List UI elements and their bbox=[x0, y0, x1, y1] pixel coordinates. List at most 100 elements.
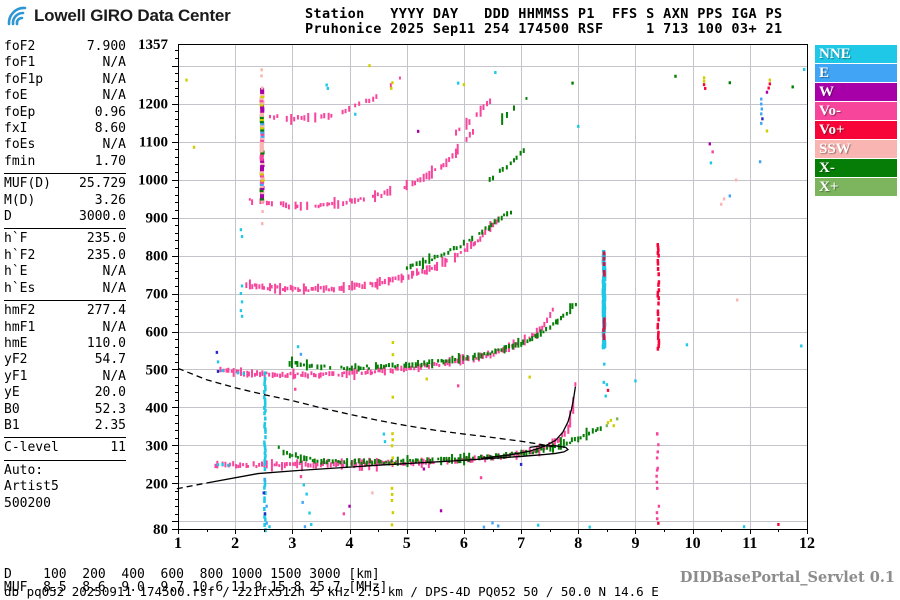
param-row: hmF1 N/A bbox=[4, 320, 126, 336]
param-label: MUF(D) bbox=[4, 176, 51, 192]
param-row: foF1p N/A bbox=[4, 72, 126, 88]
param-label: B1 bbox=[4, 417, 20, 433]
param-row: h`E N/A bbox=[4, 264, 126, 280]
auto-scaler-line: Artist5 bbox=[4, 479, 59, 495]
param-label: D bbox=[4, 209, 12, 225]
param-value: 54.7 bbox=[94, 352, 126, 368]
param-value: 277.4 bbox=[86, 303, 126, 319]
param-value: N/A bbox=[102, 55, 126, 71]
param-value: 2.35 bbox=[94, 417, 126, 433]
param-label: h`E bbox=[4, 264, 28, 280]
param-value: 1.70 bbox=[94, 153, 126, 169]
param-row: D 3000.0 bbox=[4, 209, 126, 225]
param-label: hmF1 bbox=[4, 319, 36, 335]
param-row: h`F2 235.0 bbox=[4, 248, 126, 264]
param-value: N/A bbox=[102, 319, 126, 335]
param-label: C-level bbox=[4, 440, 59, 456]
echo-legend: NNE E W Vo- Vo+ SSW X- X+ bbox=[815, 45, 897, 197]
param-label: yF2 bbox=[4, 352, 28, 368]
panel-divider bbox=[4, 300, 126, 302]
param-row: fxI 8.60 bbox=[4, 121, 126, 137]
param-value: N/A bbox=[102, 368, 126, 384]
param-row: foEs N/A bbox=[4, 137, 126, 153]
legend-item-E: E bbox=[815, 64, 897, 82]
param-label: M(D) bbox=[4, 192, 36, 208]
param-value: N/A bbox=[102, 137, 126, 153]
param-label: fmin bbox=[4, 153, 36, 169]
station-header-columns: Station YYYY DAY DDD HHMMSS P1 FFS S AXN… bbox=[305, 6, 783, 22]
param-row: MUF(D) 25.729 bbox=[4, 176, 126, 192]
param-value: 20.0 bbox=[94, 385, 126, 401]
param-value: 25.729 bbox=[79, 176, 126, 192]
param-label: foEp bbox=[4, 104, 36, 120]
param-row: yF2 54.7 bbox=[4, 352, 126, 368]
param-value: 235.0 bbox=[86, 231, 126, 247]
param-label: foE bbox=[4, 88, 28, 104]
ionogram-plot bbox=[128, 30, 818, 560]
param-label: hmE bbox=[4, 335, 28, 351]
param-row: foEp 0.96 bbox=[4, 105, 126, 121]
param-label: fxI bbox=[4, 121, 28, 137]
param-value: N/A bbox=[102, 88, 126, 104]
brand-title: Lowell GIRO Data Center bbox=[34, 6, 231, 25]
auto-scaler-line: 500200 bbox=[4, 495, 51, 511]
param-row: foF1 N/A bbox=[4, 55, 126, 71]
legend-item-X+: X+ bbox=[815, 178, 897, 196]
param-label: h`F2 bbox=[4, 247, 36, 263]
param-row: foF2 7.900 bbox=[4, 39, 126, 55]
station-header: Station YYYY DAY DDD HHMMSS P1 FFS S AXN… bbox=[305, 7, 783, 37]
panel-divider bbox=[4, 459, 126, 461]
param-row: fmin 1.70 bbox=[4, 154, 126, 170]
param-value: 52.3 bbox=[94, 401, 126, 417]
panel-divider bbox=[4, 173, 126, 175]
auto-scaler-line: Auto: bbox=[4, 462, 44, 478]
param-row: B0 52.3 bbox=[4, 402, 126, 418]
legend-item-Vo-: Vo- bbox=[815, 102, 897, 120]
param-label: foEs bbox=[4, 137, 36, 153]
param-label: yF1 bbox=[4, 368, 28, 384]
param-row: h`Es N/A bbox=[4, 281, 126, 297]
param-value: 7.900 bbox=[86, 39, 126, 54]
legend-item-X-: X- bbox=[815, 159, 897, 177]
distance-row: D 100 200 400 600 800 1000 1500 3000 [km… bbox=[4, 567, 380, 582]
panel-divider bbox=[4, 437, 126, 439]
param-value: 3.26 bbox=[94, 192, 126, 208]
muf-row: MUF 8.5 8.6 9.0 9.7 10.6 11.9 15.8 25.7 … bbox=[4, 580, 388, 595]
param-value: N/A bbox=[102, 280, 126, 296]
param-value: N/A bbox=[102, 264, 126, 280]
legend-item-W: W bbox=[815, 83, 897, 101]
param-value: 8.60 bbox=[94, 121, 126, 137]
parameter-panel: foF2 7.900 foF1 N/A foF1p N/A foE N/A foEp 0.96 fx… bbox=[4, 39, 126, 512]
legend-item-NNE: NNE bbox=[815, 45, 897, 63]
param-row: h`F 235.0 bbox=[4, 231, 126, 247]
param-label: hmF2 bbox=[4, 303, 36, 319]
param-row: B1 2.35 bbox=[4, 418, 126, 434]
param-value: 0.96 bbox=[94, 104, 126, 120]
param-value: N/A bbox=[102, 71, 126, 87]
servlet-version: DIDBasePortal_Servlet 0.1 bbox=[679, 569, 895, 586]
param-label: foF2 bbox=[4, 39, 36, 54]
panel-divider bbox=[4, 228, 126, 230]
param-row: yE 20.0 bbox=[4, 385, 126, 401]
param-label: foF1 bbox=[4, 55, 36, 71]
param-label: h`Es bbox=[4, 280, 36, 296]
param-value: 110.0 bbox=[86, 335, 126, 351]
giro-brand-link[interactable]: Lowell GIRO Data Center bbox=[6, 5, 231, 27]
param-value: 235.0 bbox=[86, 247, 126, 263]
giro-logo bbox=[7, 6, 27, 26]
param-row: foE N/A bbox=[4, 88, 126, 104]
param-label: yE bbox=[4, 385, 20, 401]
param-value: 11 bbox=[110, 440, 126, 456]
param-label: foF1p bbox=[4, 71, 44, 87]
param-row: M(D) 3.26 bbox=[4, 193, 126, 209]
param-label: B0 bbox=[4, 401, 20, 417]
legend-item-SSW: SSW bbox=[815, 140, 897, 158]
legend-item-Vo+: Vo+ bbox=[815, 121, 897, 139]
param-row: hmE 110.0 bbox=[4, 336, 126, 352]
param-row: C-level 11 bbox=[4, 440, 126, 456]
param-value: 3000.0 bbox=[79, 209, 126, 225]
param-row: yF1 N/A bbox=[4, 369, 126, 385]
param-row: hmF2 277.4 bbox=[4, 303, 126, 319]
param-label: h`F bbox=[4, 231, 28, 247]
record-info: db pq052 20250911 174500.rsf / 221fx512h… bbox=[4, 584, 659, 599]
